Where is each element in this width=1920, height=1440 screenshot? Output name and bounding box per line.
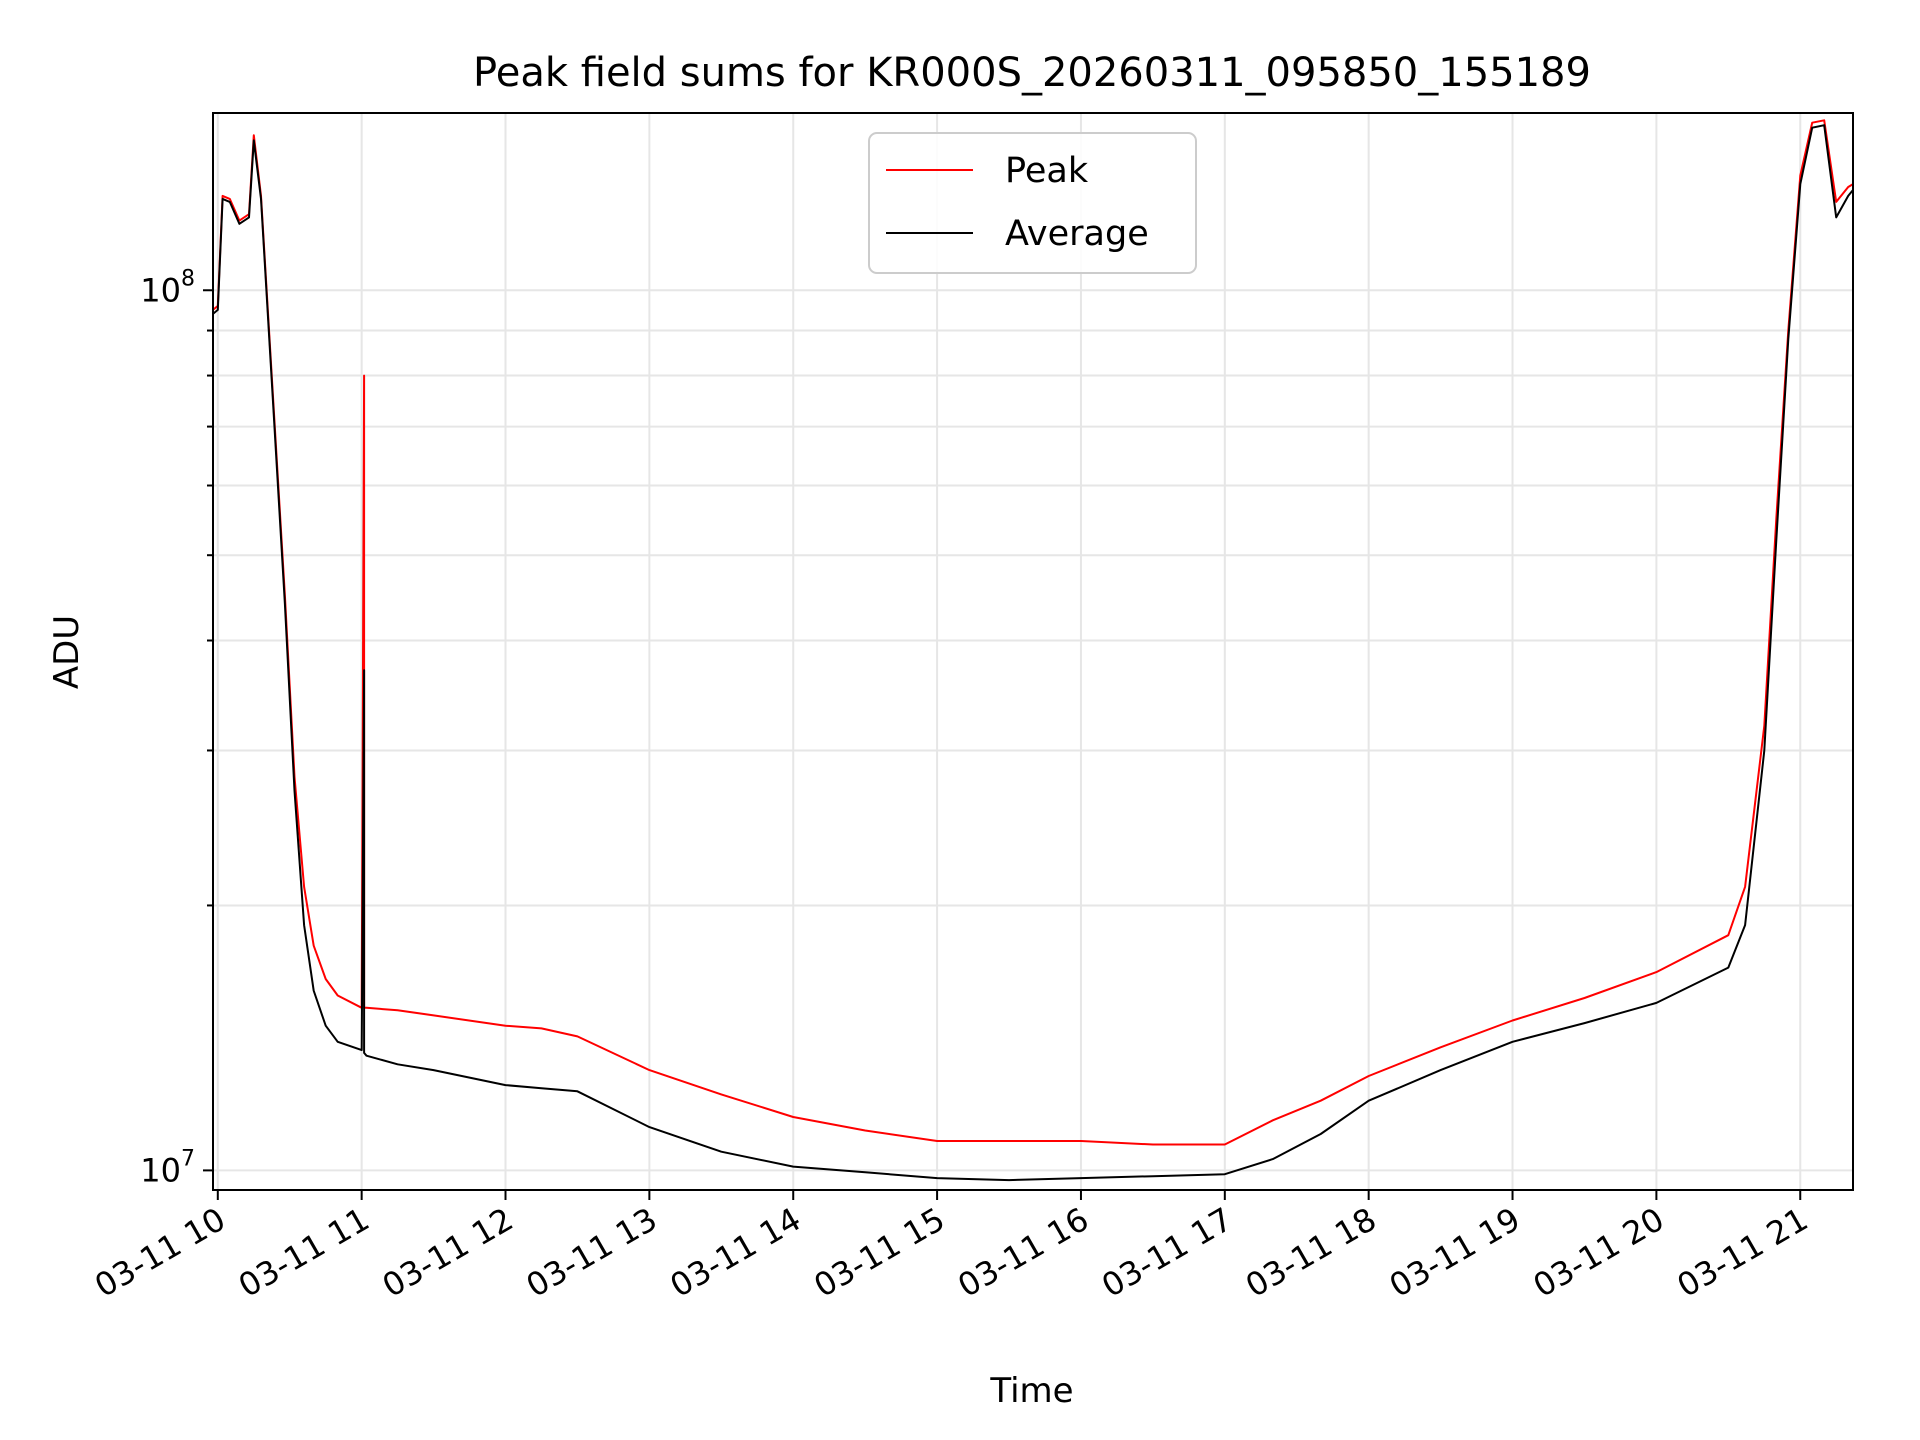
x-tick-label-10: 03-11 20 bbox=[1527, 1200, 1671, 1305]
x-tick-label-8: 03-11 18 bbox=[1239, 1200, 1383, 1305]
y-axis-label: ADU bbox=[47, 615, 87, 689]
series-layer bbox=[212, 119, 1854, 1182]
legend: Peak Average bbox=[868, 132, 1197, 274]
x-tick-label-2: 03-11 12 bbox=[376, 1200, 520, 1305]
x-tick-label-7: 03-11 17 bbox=[1095, 1200, 1239, 1305]
y-tick-label-0: 107 bbox=[140, 1146, 195, 1189]
x-tick-label-0: 03-11 10 bbox=[88, 1200, 232, 1305]
chart-title: Peak field sums for KR000S_20260311_0958… bbox=[473, 50, 1591, 96]
x-tick-label-3: 03-11 13 bbox=[520, 1200, 664, 1305]
x-tick-label-5: 03-11 15 bbox=[807, 1200, 951, 1305]
x-tick-label-1: 03-11 11 bbox=[232, 1200, 376, 1305]
legend-label-peak: Peak bbox=[1005, 151, 1089, 191]
x-axis-label: Time bbox=[989, 1371, 1073, 1411]
grid-lines bbox=[213, 113, 1853, 1190]
legend-label-average: Average bbox=[1005, 214, 1149, 254]
y-tick-label-1: 108 bbox=[140, 266, 195, 309]
x-tick-label-11: 03-11 21 bbox=[1671, 1200, 1815, 1305]
x-tick-label-9: 03-11 19 bbox=[1383, 1200, 1527, 1305]
legend-box bbox=[868, 132, 1197, 274]
x-tick-label-4: 03-11 14 bbox=[664, 1200, 808, 1305]
plot-frame bbox=[212, 112, 1854, 1191]
x-axis-ticks: 03-11 10 03-11 11 03-11 12 03-11 13 03-11 14… bbox=[88, 1190, 1814, 1305]
plot-area bbox=[212, 119, 1854, 1182]
x-tick-label-6: 03-11 16 bbox=[951, 1200, 1095, 1305]
y-axis-ticks: 107 108 bbox=[140, 266, 213, 1189]
series-line-average bbox=[212, 124, 1854, 1182]
